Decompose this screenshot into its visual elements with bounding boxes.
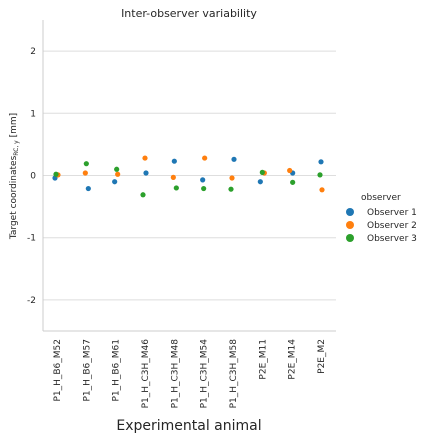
- data-points: [52, 155, 325, 198]
- data-point: [115, 171, 121, 177]
- data-point: [257, 179, 263, 185]
- legend-label: Observer 1: [367, 208, 417, 218]
- grid: [43, 50, 336, 301]
- y-tick-label: 1: [30, 109, 36, 119]
- y-tick-label: 2: [30, 47, 36, 57]
- x-tick-label: P1_H_B6_M52: [53, 339, 63, 402]
- data-point: [173, 185, 179, 191]
- x-tick-label: P1_H_C3H_M46: [141, 339, 151, 409]
- data-point: [202, 155, 208, 161]
- data-point: [142, 155, 148, 161]
- y-axis-label-sub: RC, y: [13, 140, 20, 156]
- data-point: [85, 185, 91, 192]
- legend-marker: [346, 221, 354, 229]
- y-axis-label-main: Target coordinates: [9, 155, 19, 240]
- chart-title: Inter-observer variability: [121, 7, 257, 20]
- axes: [42, 20, 336, 332]
- y-axis-label-unit: [mm]: [9, 113, 19, 140]
- data-point: [82, 170, 88, 176]
- data-point: [143, 170, 149, 176]
- x-tick-label: P1_H_C3H_M58: [229, 339, 239, 409]
- y-tick-label: 0: [30, 172, 36, 182]
- x-tick-label: P2E_M11: [258, 339, 268, 380]
- data-point: [114, 166, 120, 172]
- y-tick-labels: -2 -1 0 1 2: [27, 47, 36, 306]
- data-point: [83, 161, 89, 167]
- x-tick-label: P2E_M2: [317, 339, 327, 374]
- x-tick-label: P1_H_B6_M61: [112, 339, 122, 402]
- data-point: [229, 175, 235, 181]
- x-axis-label: Experimental animal: [116, 418, 261, 434]
- x-tick-label: P1_H_C3H_M54: [200, 339, 210, 409]
- legend-label: Observer 3: [367, 234, 417, 244]
- x-tick-label: P1_H_C3H_M48: [170, 339, 180, 409]
- legend-marker: [346, 208, 354, 216]
- data-point: [259, 169, 265, 175]
- data-point: [228, 186, 234, 192]
- data-point: [290, 179, 296, 185]
- y-axis-label: Target coordinatesRC, y [mm]: [9, 113, 20, 240]
- y-tick-label: -1: [27, 234, 36, 244]
- data-point: [201, 185, 207, 192]
- x-tick-label: P2E_M14: [288, 339, 298, 380]
- data-point: [112, 179, 118, 185]
- data-point: [171, 158, 177, 164]
- data-point: [231, 156, 237, 162]
- x-tick-label: P1_H_B6_M57: [82, 339, 92, 402]
- data-point: [200, 177, 206, 183]
- data-point: [287, 167, 293, 174]
- data-point: [319, 187, 325, 193]
- data-point: [170, 174, 176, 180]
- data-point: [318, 159, 324, 165]
- y-tick-label: -2: [27, 296, 36, 306]
- data-point: [140, 192, 146, 198]
- x-tick-labels: P1_H_B6_M52 P1_H_B6_M57 P1_H_B6_M61 P1_H_C3…: [53, 339, 327, 409]
- legend-title: observer: [361, 193, 401, 203]
- legend-marker: [346, 234, 354, 242]
- data-point: [53, 171, 59, 177]
- data-point: [317, 172, 323, 178]
- legend-label: Observer 2: [367, 221, 417, 231]
- legend: observer Observer 1 Observer 2 Observer 3: [346, 193, 417, 244]
